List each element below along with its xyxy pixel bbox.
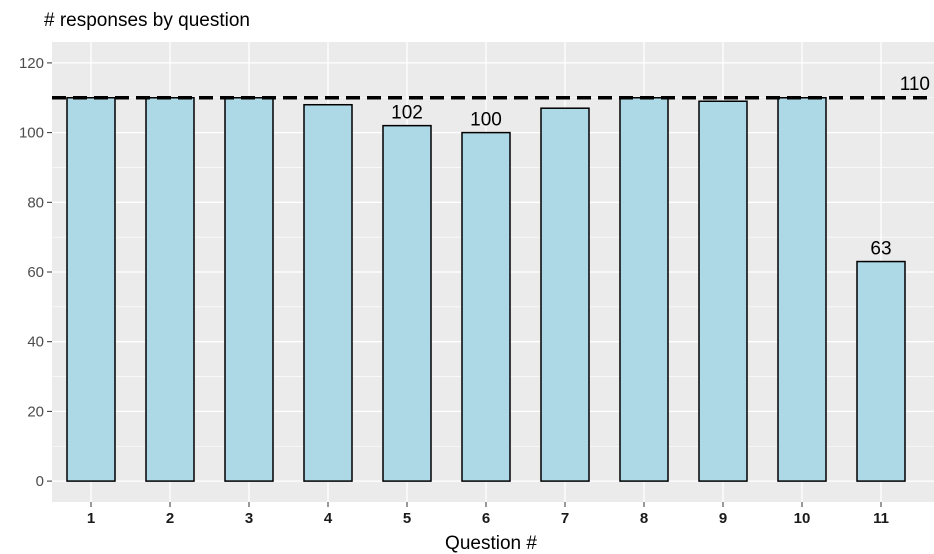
x-tick-label: 6 [482,510,490,527]
bar-3 [224,97,274,482]
y-tick-label: 0 [36,473,44,490]
bar-9 [698,100,748,482]
reference-line-label: 110 [900,74,930,95]
bar-11 [856,260,906,482]
data-labels: 102 100 63 [391,103,891,260]
x-tick-label: 1 [87,510,95,527]
chart-title: # responses by question [44,10,250,31]
x-tick-label: 7 [561,510,569,527]
x-tick-label: 4 [324,510,333,527]
y-tick-label: 100 [19,125,44,142]
x-axis-title: Question # [445,533,537,554]
bar-2 [145,97,195,482]
data-label-5: 102 [391,103,423,124]
bar-5 [382,124,432,482]
x-axis: 1 2 3 4 5 6 7 8 9 10 11 [87,502,889,527]
bar-10 [777,97,827,482]
bar-4 [303,103,353,482]
y-tick-label: 40 [27,334,44,351]
y-tick-label: 20 [27,403,44,420]
data-label-6: 100 [470,110,502,131]
data-label-11: 63 [870,239,891,260]
reference-line-group: 110 [52,74,934,100]
x-tick-label: 8 [640,510,648,527]
x-tick-label: 10 [794,510,811,527]
x-tick-label: 3 [245,510,253,527]
bar-6 [461,131,511,482]
bar-8 [619,97,669,482]
bar-7 [540,107,590,482]
y-tick-label: 80 [27,194,44,211]
x-tick-label: 5 [403,510,411,527]
x-tick-label: 2 [166,510,174,527]
x-tick-label: 11 [873,510,889,527]
bars [66,97,906,482]
y-axis: 0 20 40 60 80 100 120 [19,55,52,490]
y-tick-label: 60 [27,264,44,281]
y-tick-label: 120 [19,55,44,72]
x-tick-label: 9 [719,510,727,527]
bar-1 [66,97,116,482]
